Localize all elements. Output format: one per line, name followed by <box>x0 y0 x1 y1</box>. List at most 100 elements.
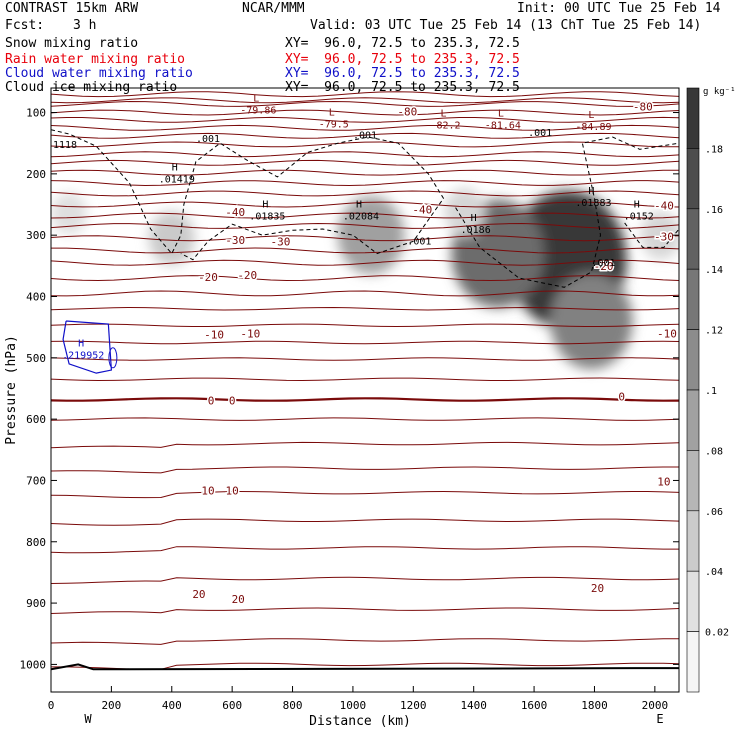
isotherm-line <box>51 169 679 176</box>
extremum-value: .02084 <box>343 211 379 222</box>
isotherm-label: -20 <box>237 269 257 282</box>
isotherm-line <box>51 180 679 187</box>
isotherm-label: -30 <box>225 234 245 247</box>
extremum-marker: L <box>440 109 446 120</box>
cloud-ice-contour <box>51 129 445 261</box>
x-tick-label: 400 <box>162 699 182 712</box>
surface-label: 1118 <box>53 140 77 151</box>
extremum-value: .01883 <box>575 198 611 209</box>
isotherm-label: -80 <box>633 100 653 113</box>
isotherm-line <box>51 306 679 311</box>
extremum-value: .01419 <box>159 175 195 186</box>
isotherm-line <box>51 109 679 116</box>
isotherm-label: -10 <box>204 329 224 342</box>
isotherm-line <box>51 151 679 158</box>
y-tick-label: 500 <box>26 352 46 365</box>
colorbar-bin <box>686 389 700 451</box>
isotherm-label: 10 <box>226 484 239 497</box>
snow-cell <box>51 192 87 235</box>
field-name-cloud-ice: Cloud ice mixing ratio <box>5 80 178 95</box>
isotherm-line <box>51 159 679 166</box>
y-tick-label: 700 <box>26 474 46 487</box>
y-tick-label: 1000 <box>20 658 47 671</box>
isotherm-line <box>51 607 679 614</box>
isotherm-line <box>51 124 679 131</box>
extremum-value: -82.2 <box>430 121 460 132</box>
field-name-cloud-water: Cloud water mixing ratio <box>5 66 193 81</box>
isotherm-line <box>51 100 679 107</box>
y-axis-label: Pressure (hPa) <box>4 335 19 445</box>
isotherm-label: -10 <box>240 327 260 340</box>
isotherm-line <box>51 247 679 254</box>
colorbar-tick-label: .18 <box>705 144 723 155</box>
colorbar-tick-label: .06 <box>705 507 723 518</box>
isotherm-label: 20 <box>232 593 245 606</box>
extremum-marker: L <box>329 107 335 118</box>
isotherm-line <box>51 357 679 361</box>
field-xy-rain: XY= 96.0, 72.5 to 235.3, 72.5 <box>285 52 520 67</box>
isotherm-line <box>51 141 679 148</box>
field-name-snow: Snow mixing ratio <box>5 36 139 51</box>
isotherm-label: -20 <box>198 271 218 284</box>
field-xy-snow: XY= 96.0, 72.5 to 235.3, 72.5 <box>285 36 520 51</box>
isotherm-label: 10 <box>201 484 214 497</box>
isotherm-label: -80 <box>397 105 417 118</box>
y-tick-label: 200 <box>26 168 46 181</box>
extremum-marker: H <box>78 339 84 350</box>
isotherm-label: 10 <box>657 476 670 489</box>
colorbar-tick-label: .08 <box>705 446 723 457</box>
colorbar-bin <box>686 87 700 149</box>
isotherm-line <box>51 212 679 219</box>
isotherm-label: -40 <box>654 200 674 213</box>
extremum-value: -84.89 <box>575 122 611 133</box>
isotherm-line <box>51 97 679 104</box>
isotherm-line <box>51 323 679 328</box>
temperature-isotherms <box>51 91 679 670</box>
isotherm-line <box>51 490 679 499</box>
isotherm-label: 20 <box>192 588 205 601</box>
isotherm-line <box>51 466 679 474</box>
isotherm-label: -20 <box>594 260 614 273</box>
colorbar-tick-label: .12 <box>705 326 723 337</box>
extremum-value: .0152 <box>624 211 654 222</box>
isotherm-line <box>51 201 679 208</box>
fcst-label: Fcst: <box>5 18 45 33</box>
isotherm-label: -10 <box>657 327 677 340</box>
isotherm-line <box>51 638 679 645</box>
colorbar-bin <box>686 329 700 391</box>
y-tick-label: 100 <box>26 107 46 120</box>
isotherm-line <box>51 91 679 98</box>
cloud-ice-label: .001 <box>528 128 552 139</box>
colorbar-bin <box>686 510 700 572</box>
isotherm-line <box>51 222 679 229</box>
extremum-value: -81.64 <box>485 121 521 132</box>
field-xy-cloud-water: XY= 96.0, 72.5 to 235.3, 72.5 <box>285 66 520 81</box>
isotherm-line <box>51 417 679 421</box>
y-tick-label: 400 <box>26 290 46 303</box>
extremum-marker: L <box>498 109 504 120</box>
isotherm-line <box>51 397 679 402</box>
fcst-value: 3 h <box>73 18 97 33</box>
x-tick-label: 1800 <box>581 699 608 712</box>
extremum-marker: L <box>588 110 594 121</box>
surface-line <box>51 663 679 671</box>
colorbar-bin <box>686 208 700 270</box>
east-label: E <box>656 712 663 726</box>
extremum-value: -79.86 <box>240 105 276 116</box>
valid-time: Valid: 03 UTC Tue 25 Feb 14 (13 ChT Tue … <box>310 18 702 33</box>
x-tick-label: 800 <box>283 699 303 712</box>
west-label: W <box>84 712 92 726</box>
cloud-water-contour <box>62 320 113 374</box>
isotherm-label: 0 <box>229 395 236 408</box>
extremum-marker: H <box>634 199 640 210</box>
isotherm-label: -40 <box>412 203 432 216</box>
colorbar-tick-label: .1 <box>705 386 717 397</box>
colorbar-bin <box>686 450 700 512</box>
cloud-ice-label: .001 <box>353 130 377 141</box>
isotherm-line <box>51 275 679 282</box>
isotherm-line <box>51 441 679 449</box>
isotherm-label: 0 <box>208 395 215 408</box>
snow-cell <box>148 211 195 266</box>
x-tick-label: 1000 <box>340 699 367 712</box>
x-tick-label: 0 <box>48 699 55 712</box>
